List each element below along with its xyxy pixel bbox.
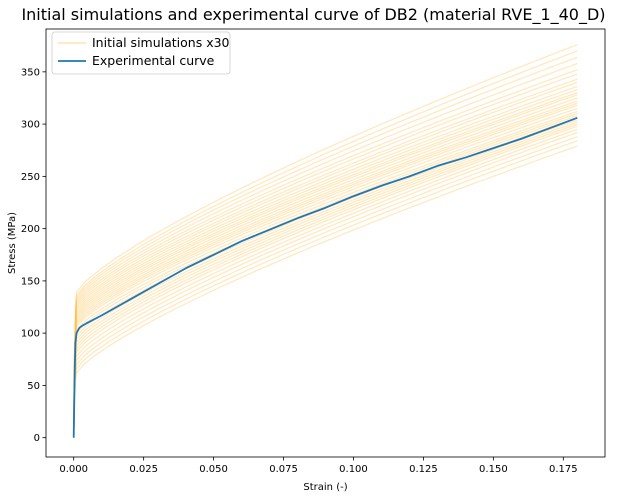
- x-tick-label: 0.100: [339, 464, 368, 475]
- x-tick-label: 0.150: [479, 464, 508, 475]
- simulation-line: [73, 94, 578, 438]
- simulation-line: [73, 140, 578, 438]
- legend-label-simulations: Initial simulations x30: [92, 35, 230, 50]
- legend-box: [51, 31, 231, 75]
- y-tick-label: 50: [27, 381, 40, 392]
- simulation-line: [73, 78, 578, 438]
- simulation-line: [73, 81, 578, 438]
- simulation-line: [73, 97, 578, 438]
- simulation-line: [73, 131, 578, 438]
- simulation-line: [73, 107, 578, 438]
- y-tick-label: 350: [21, 67, 40, 78]
- simulation-line: [73, 125, 578, 438]
- simulation-line: [73, 145, 578, 438]
- simulation-line: [73, 73, 578, 438]
- simulation-line: [73, 136, 578, 438]
- simulation-lines: [73, 44, 578, 438]
- simulation-line: [73, 69, 578, 438]
- simulation-line: [73, 92, 578, 438]
- y-tick-label: 250: [21, 172, 40, 183]
- x-tick-label: 0.000: [59, 464, 88, 475]
- simulation-line: [73, 100, 578, 438]
- simulation-line: [73, 119, 578, 438]
- x-tick-label: 0.075: [269, 464, 298, 475]
- plot-area: [45, 28, 606, 458]
- x-axis-label: Strain (-): [303, 482, 347, 493]
- chart-title: Initial simulations and experimental cur…: [21, 5, 605, 25]
- simulation-line: [73, 50, 578, 438]
- simulation-line: [73, 123, 578, 438]
- simulation-line: [73, 115, 578, 438]
- simulation-line: [73, 102, 578, 438]
- y-tick-label: 0: [34, 433, 40, 444]
- x-tick-label: 0.025: [129, 464, 158, 475]
- legend-label-experimental: Experimental curve: [92, 53, 215, 68]
- simulation-line: [73, 44, 578, 438]
- y-axis-label: Stress (MPa): [7, 212, 18, 274]
- x-tick-label: 0.050: [199, 464, 228, 475]
- x-tick-label: 0.175: [549, 464, 578, 475]
- plot-frame: [45, 28, 606, 458]
- simulation-line: [73, 128, 578, 438]
- simulation-line: [73, 89, 578, 438]
- simulation-line: [73, 85, 578, 438]
- simulation-line: [73, 113, 578, 438]
- simulation-line: [73, 104, 578, 438]
- y-axis-ticks: 0 50 100 150 200 250 300 350: [21, 67, 46, 444]
- y-tick-label: 200: [21, 224, 40, 235]
- experimental-line: [72, 116, 578, 438]
- x-tick-label: 0.125: [409, 464, 438, 475]
- y-tick-label: 300: [21, 120, 40, 131]
- experimental-line-group: [72, 116, 578, 438]
- simulation-line: [73, 62, 578, 438]
- y-tick-label: 150: [21, 276, 40, 287]
- simulation-line: [73, 110, 578, 438]
- x-axis-ticks: 0.000 0.025 0.050 0.075 0.100 0.125 0.150 0.175: [59, 457, 578, 475]
- legend: Initial simulations x30 Experimental cur…: [51, 31, 231, 75]
- y-tick-label: 100: [21, 329, 40, 340]
- simulation-line: [73, 56, 578, 438]
- simulation-line: [73, 121, 578, 438]
